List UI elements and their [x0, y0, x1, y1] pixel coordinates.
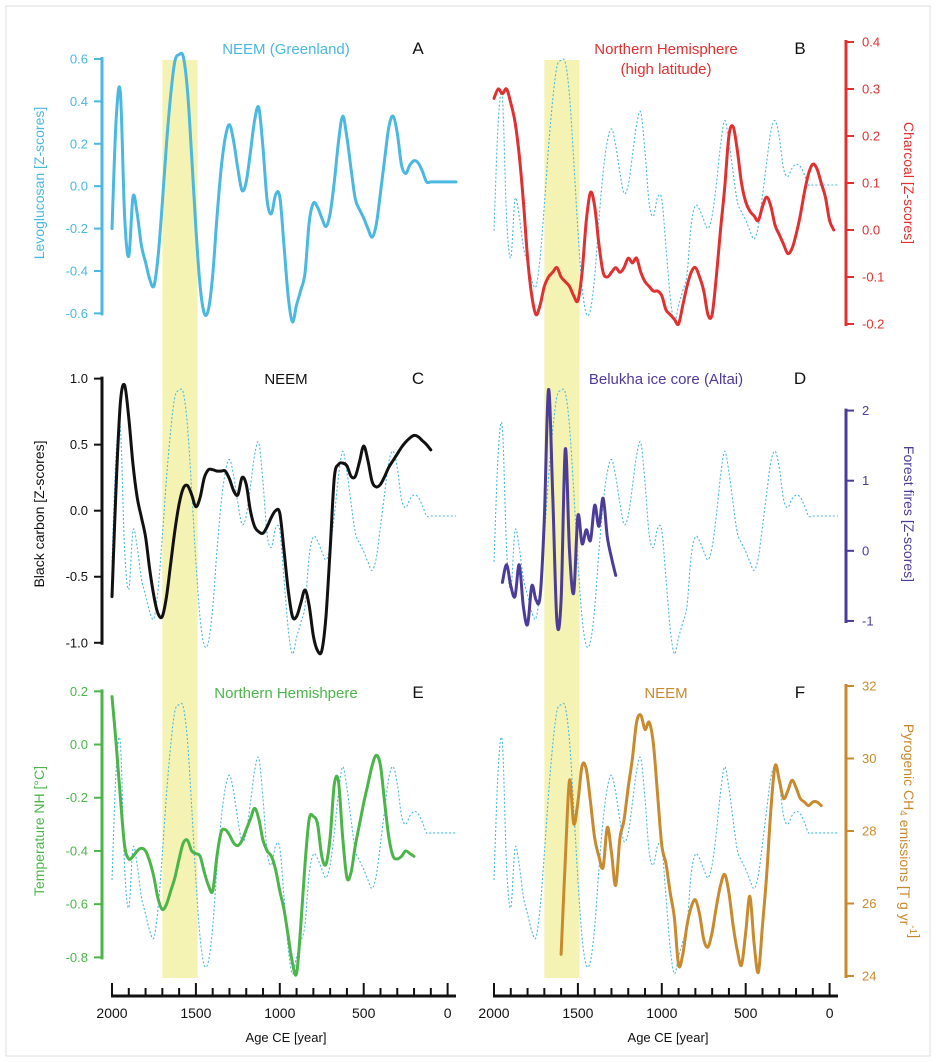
y-tick-label: 0.4	[862, 35, 880, 50]
reference-neem-dotted-line	[493, 702, 838, 975]
reference-neem-dotted-line	[493, 388, 838, 655]
y-tick-label: -0.1	[862, 270, 884, 285]
x-tick-label: 1500	[180, 1005, 211, 1021]
figure-frame	[5, 5, 931, 1057]
panel-title: NEEM	[264, 371, 307, 388]
series-line	[110, 695, 416, 977]
x-tick-label: 0	[444, 1005, 452, 1021]
y-tick-label: -0.8	[66, 950, 88, 965]
x-tick-label: 1500	[562, 1005, 593, 1021]
y-tick-label: 0.2	[862, 129, 880, 144]
y-tick-label: -0.2	[862, 317, 884, 332]
y-tick-label: 26	[862, 896, 876, 911]
y-tick-label: 0	[862, 543, 869, 558]
panel-title: NEEM (Greenland)	[222, 41, 350, 58]
panel-title-line2: (high latitude)	[621, 61, 712, 78]
panels-layer: 0.6 0.4 0.2 0.0 -0.2 -0.4 -0.6 Levoglucosan [Z-…	[31, 35, 923, 984]
y-tick-label: -0.5	[66, 569, 88, 584]
y-tick-label: -0.4	[66, 263, 88, 278]
panel-letter: E	[412, 683, 423, 702]
highlight-band-left	[162, 60, 198, 978]
y-axis-label-part: emissions [T g yr	[897, 816, 913, 926]
y-tick-label: 0.0	[70, 503, 88, 518]
x-tick-label: 2000	[478, 1005, 509, 1021]
y-tick-label: 24	[862, 969, 876, 984]
x-axis-label: Age CE [year]	[246, 1030, 327, 1045]
reference-neem-dotted-line	[111, 702, 456, 975]
y-tick-label: 30	[862, 751, 876, 766]
panel-letter: C	[412, 369, 424, 388]
panel-title: Belukha ice core (Altai)	[589, 371, 743, 388]
y-tick-label: 0.0	[70, 179, 88, 194]
y-axis-label: Forest fires [Z-scores]	[901, 446, 917, 582]
y-tick-label: -1.0	[66, 635, 88, 650]
panel-title: Northern Hemisphere	[594, 41, 737, 58]
x-axis-layer: 2000 1500 1000 500 0 Age CE [year] 2000 1500 100…	[96, 983, 838, 1045]
y-tick-label: 0.1	[862, 176, 880, 191]
panel-title: Northern Hemishpere	[214, 685, 357, 702]
y-tick-label: 0.2	[70, 136, 88, 151]
x-tick-label: 1000	[264, 1005, 295, 1021]
y-tick-label: 0.6	[70, 51, 88, 66]
panel-letter: D	[794, 369, 806, 388]
reference-neem-dotted-line	[493, 58, 838, 323]
series-line	[559, 713, 823, 975]
series-line	[110, 51, 458, 324]
y-axis-label: Charcoal [Z-scores]	[901, 122, 917, 244]
y-tick-label: 0.0	[70, 737, 88, 752]
series-line	[110, 382, 433, 656]
y-tick-label: 28	[862, 824, 876, 839]
y-tick-label: 0.3	[862, 82, 880, 97]
y-tick-label: 0.5	[70, 437, 88, 452]
y-tick-label: 0.0	[862, 223, 880, 238]
panel-letter: B	[794, 39, 805, 58]
y-tick-label: 32	[862, 679, 876, 694]
panel-D: 2 1 0 -1 Forest fires [Z-scores] Belukha ice …	[493, 369, 917, 655]
y-tick-label: -0.2	[66, 790, 88, 805]
series-line	[492, 87, 836, 327]
panel-title: NEEM	[644, 685, 687, 702]
x-axis-right: 2000 1500 1000 500 0 Age CE [year]	[478, 983, 838, 1045]
y-axis-label-part: ]	[907, 934, 923, 938]
y-axis-label-part: Pyrogenic CH	[901, 724, 917, 810]
x-axis-left: 2000 1500 1000 500 0 Age CE [year]	[96, 983, 456, 1045]
y-tick-label: -1	[862, 613, 874, 628]
y-axis-label: Pyrogenic CH4 emissions [T g yr-1]	[897, 724, 923, 938]
y-axis-label-part: 4	[897, 810, 908, 816]
panel-B: 0.4 0.3 0.2 0.1 0.0 -0.1 -0.2 Charcoal [Z-score…	[492, 35, 917, 332]
panel-letter: F	[795, 683, 805, 702]
x-tick-label: 500	[352, 1005, 376, 1021]
series-line	[500, 387, 618, 632]
y-tick-label: -0.4	[66, 843, 88, 858]
x-tick-label: 0	[826, 1005, 834, 1021]
y-tick-label: 0.4	[70, 94, 88, 109]
panel-F: 32 30 28 26 24 Pyrogenic CH4 emissions [T g y…	[493, 679, 923, 984]
y-axis-label: Black carbon [Z-scores]	[31, 440, 47, 587]
y-tick-label: -0.2	[66, 221, 88, 236]
y-axis-label: Levoglucosan [Z-scores]	[31, 107, 47, 260]
panel-E: 0.2 0.0 -0.2 -0.4 -0.6 -0.8 Temperature NH [°C…	[31, 683, 456, 977]
y-tick-label: 0.2	[70, 684, 88, 699]
y-tick-label: 1.0	[70, 371, 88, 386]
x-axis-label: Age CE [year]	[628, 1030, 709, 1045]
y-tick-label: 2	[862, 403, 869, 418]
panel-A: 0.6 0.4 0.2 0.0 -0.2 -0.4 -0.6 Levoglucosan [Z-…	[31, 39, 458, 324]
x-tick-label: 2000	[96, 1005, 127, 1021]
y-axis-label: Temperature NH [°C]	[31, 766, 47, 896]
y-axis-label-part: -1	[907, 925, 918, 934]
x-tick-label: 500	[734, 1005, 758, 1021]
panel-letter: A	[412, 39, 424, 58]
x-tick-label: 1000	[646, 1005, 677, 1021]
y-tick-label: -0.6	[66, 897, 88, 912]
y-tick-label: 1	[862, 473, 869, 488]
reference-neem-dotted-line	[111, 388, 456, 655]
panel-C: 1.0 0.5 0.0 -0.5 -1.0 Black carbon [Z-scores]…	[31, 369, 456, 656]
y-tick-label: -0.6	[66, 306, 88, 321]
